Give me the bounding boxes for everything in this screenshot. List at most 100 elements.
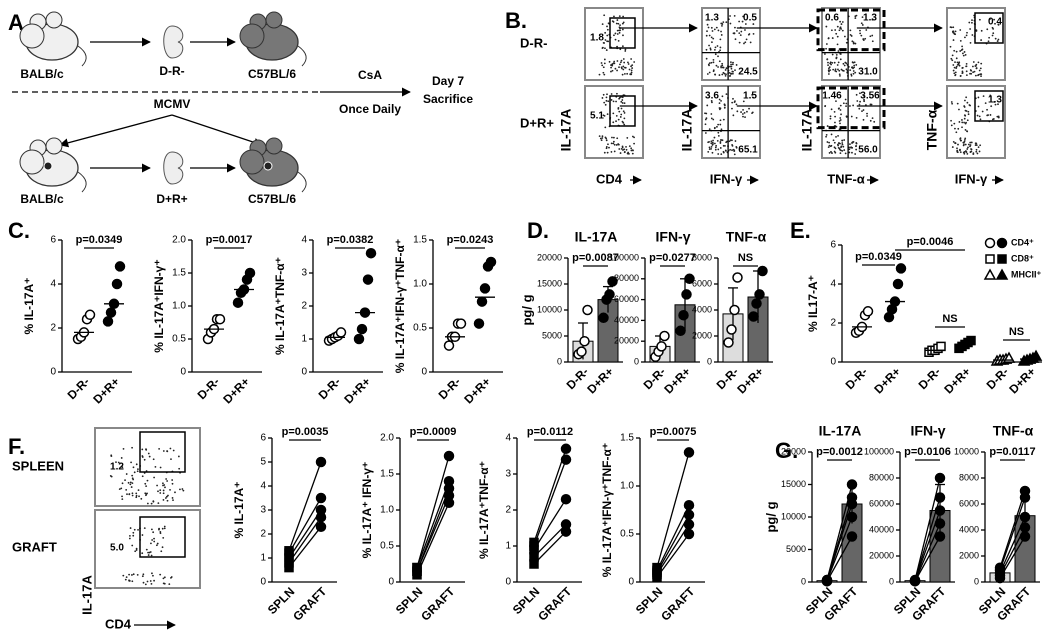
y-tick-label: 20000 bbox=[537, 252, 562, 262]
event-dot bbox=[621, 99, 624, 101]
event-dot bbox=[966, 148, 969, 150]
y-tick-label: 4 bbox=[301, 235, 307, 246]
event-dot bbox=[970, 69, 973, 72]
event-dot bbox=[732, 148, 735, 151]
event-dot bbox=[954, 74, 957, 77]
event-dot bbox=[840, 68, 843, 71]
event-dot bbox=[751, 94, 754, 96]
y-tick-label: 0.5 bbox=[413, 323, 427, 334]
event-dot bbox=[710, 142, 713, 145]
data-point bbox=[936, 341, 946, 352]
event-dot bbox=[605, 139, 608, 142]
event-dot bbox=[604, 47, 606, 50]
event-dot bbox=[148, 455, 151, 458]
event-dot bbox=[712, 37, 715, 40]
event-dot bbox=[729, 22, 732, 25]
pair-line bbox=[533, 498, 567, 550]
pair-line bbox=[656, 533, 690, 578]
event-dot bbox=[833, 111, 836, 113]
event-dot bbox=[825, 47, 828, 50]
x-category-label: D-R- bbox=[195, 374, 223, 402]
event-dot bbox=[959, 39, 962, 42]
data-point bbox=[675, 325, 686, 337]
event-dot bbox=[598, 135, 601, 138]
event-dot bbox=[997, 38, 1000, 41]
gate-value: 1.8 bbox=[590, 33, 604, 44]
event-dot bbox=[992, 32, 995, 35]
x-category-label: D+R+ bbox=[661, 364, 693, 396]
y-tick-label: 2 bbox=[505, 505, 511, 516]
y-tick-label: 2 bbox=[260, 529, 266, 540]
event-dot bbox=[115, 461, 117, 464]
y-tick-label: 10000 bbox=[537, 304, 562, 314]
event-dot bbox=[722, 144, 725, 147]
event-dot bbox=[174, 491, 176, 494]
event-dot bbox=[717, 131, 720, 134]
row-label: SPLEEN bbox=[12, 458, 64, 473]
event-dot bbox=[719, 119, 722, 122]
event-dot bbox=[704, 118, 707, 121]
event-dot bbox=[862, 118, 865, 121]
event-dot bbox=[158, 448, 161, 450]
event-dot bbox=[159, 531, 162, 533]
event-dot bbox=[836, 35, 839, 38]
pair-line bbox=[914, 536, 941, 582]
annotation: p=0.0009 bbox=[410, 426, 457, 438]
data-point bbox=[996, 237, 1008, 249]
event-dot bbox=[601, 97, 604, 99]
event-dot bbox=[624, 48, 627, 51]
event-dot bbox=[830, 150, 832, 153]
event-dot bbox=[142, 573, 145, 576]
event-dot bbox=[842, 145, 845, 148]
event-dot bbox=[977, 61, 980, 64]
event-dot bbox=[606, 25, 608, 28]
data-point bbox=[757, 265, 768, 277]
data-point bbox=[244, 267, 256, 279]
event-dot bbox=[706, 73, 709, 75]
event-dot bbox=[969, 141, 972, 144]
event-dot bbox=[128, 537, 131, 540]
panel-label: B. bbox=[505, 8, 527, 33]
annotation: p=0.0382 bbox=[327, 234, 374, 246]
event-dot bbox=[625, 145, 627, 148]
event-dot bbox=[725, 67, 728, 70]
event-dot bbox=[752, 32, 755, 35]
data-point bbox=[315, 504, 327, 516]
event-dot bbox=[611, 136, 613, 139]
event-dot bbox=[746, 110, 748, 113]
x-category-label: D+R+ bbox=[461, 374, 493, 406]
event-dot bbox=[843, 149, 846, 151]
pair-line bbox=[288, 509, 322, 559]
event-dot bbox=[141, 575, 144, 578]
event-dot bbox=[830, 63, 833, 66]
event-dot bbox=[851, 40, 854, 43]
event-dot bbox=[717, 153, 720, 155]
row-label: GRAFT bbox=[12, 539, 57, 554]
event-dot bbox=[858, 103, 861, 106]
event-dot bbox=[622, 15, 625, 18]
data-point bbox=[455, 318, 467, 329]
event-dot bbox=[839, 104, 842, 107]
event-dot bbox=[861, 110, 863, 113]
plot-title: IFN-γ bbox=[656, 229, 691, 245]
event-dot bbox=[971, 19, 973, 22]
event-dot bbox=[627, 63, 630, 65]
event-dot bbox=[850, 115, 853, 118]
data-point bbox=[560, 493, 572, 505]
event-dot bbox=[730, 67, 733, 70]
data-point bbox=[754, 289, 765, 300]
event-dot bbox=[837, 50, 840, 52]
gate-value: 3.56 bbox=[860, 91, 880, 102]
event-dot bbox=[604, 39, 607, 41]
event-dot bbox=[965, 121, 967, 124]
event-dot bbox=[869, 119, 872, 122]
event-dot bbox=[752, 23, 755, 25]
event-dot bbox=[145, 548, 148, 551]
event-dot bbox=[162, 482, 164, 485]
event-dot bbox=[996, 115, 999, 118]
event-dot bbox=[724, 144, 726, 147]
event-dot bbox=[610, 151, 613, 153]
label: BALB/c bbox=[20, 192, 64, 206]
event-dot bbox=[141, 475, 144, 478]
event-dot bbox=[726, 140, 728, 143]
